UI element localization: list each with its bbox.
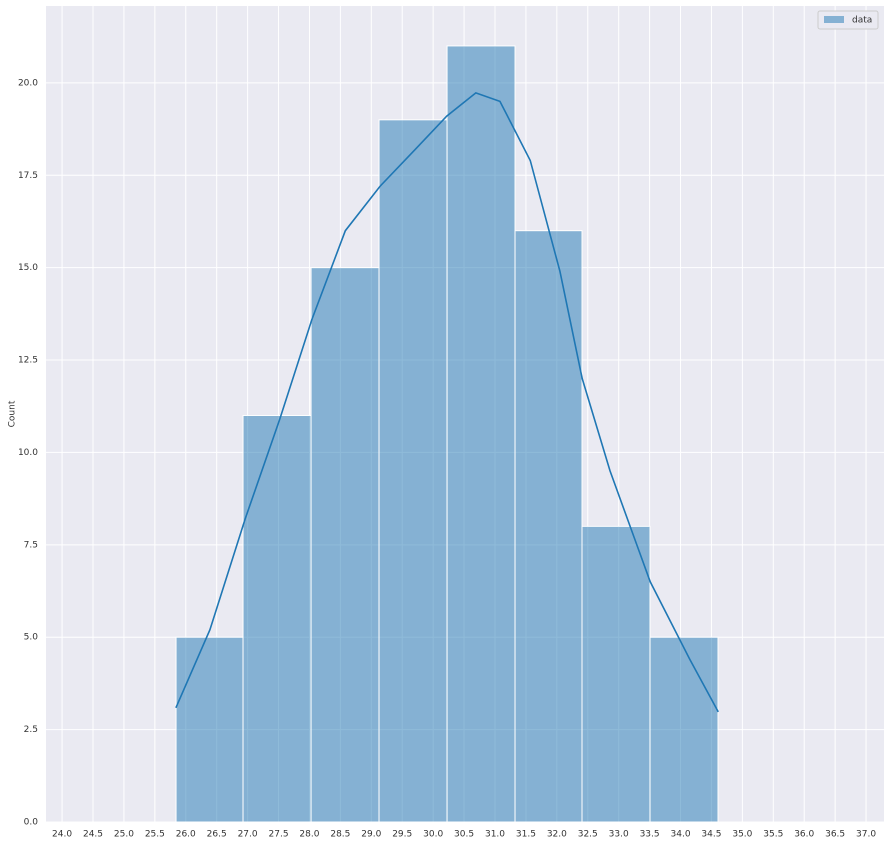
x-tick-label: 25.0 xyxy=(114,830,134,840)
kde-line xyxy=(175,91,719,713)
legend-label: data xyxy=(852,16,872,26)
x-tick-label: 36.5 xyxy=(825,830,845,840)
x-tick-label: 31.0 xyxy=(485,830,505,840)
bar xyxy=(242,414,312,823)
x-tick-label: 26.5 xyxy=(207,830,227,840)
x-tick-label: 32.5 xyxy=(578,830,598,840)
x-tick-label: 34.5 xyxy=(701,830,721,840)
y-tick-label: 15.0 xyxy=(18,263,38,273)
y-tick-label: 7.5 xyxy=(24,540,38,550)
bar xyxy=(378,119,448,823)
y-tick-label: 12.5 xyxy=(18,356,38,366)
x-tick-label: 29.5 xyxy=(392,830,412,840)
y-tick-label: 5.0 xyxy=(24,633,39,643)
y-tick-label: 0.0 xyxy=(24,818,39,828)
legend-box xyxy=(817,10,879,30)
x-tick-label: 33.0 xyxy=(609,830,629,840)
x-tick-label: 30.5 xyxy=(454,830,474,840)
legend-swatch xyxy=(824,16,844,23)
x-tick-label: 28.0 xyxy=(299,830,319,840)
x-tick-label: 37.0 xyxy=(856,830,876,840)
y-tick-label: 17.5 xyxy=(18,171,38,181)
x-tick-label: 35.5 xyxy=(763,830,783,840)
x-tick-label: 36.0 xyxy=(794,830,814,840)
bar xyxy=(581,525,651,823)
x-tick-label: 35.0 xyxy=(732,830,752,840)
x-tick-label: 33.5 xyxy=(640,830,660,840)
y-tick-label: 2.5 xyxy=(24,725,38,735)
x-tick-label: 26.0 xyxy=(176,830,196,840)
x-tick-label: 30.0 xyxy=(423,830,443,840)
x-tick-label: 34.0 xyxy=(671,830,691,840)
x-tick-label: 27.5 xyxy=(269,830,289,840)
y-tick-label: 20.0 xyxy=(18,78,38,88)
x-tick-label: 28.5 xyxy=(330,830,350,840)
y-tick-label: 10.0 xyxy=(18,448,38,458)
bar xyxy=(310,267,380,823)
x-tick-label: 31.5 xyxy=(516,830,536,840)
y-axis-label: Count xyxy=(8,400,18,427)
x-tick-label: 25.5 xyxy=(145,830,165,840)
x-tick-label: 29.0 xyxy=(361,830,381,840)
bar xyxy=(649,636,719,823)
bar xyxy=(514,230,583,823)
bar xyxy=(175,636,244,823)
x-tick-label: 27.0 xyxy=(238,830,258,840)
x-tick-label: 24.5 xyxy=(83,830,103,840)
x-tick-label: 32.0 xyxy=(547,830,567,840)
bar xyxy=(446,45,516,823)
x-tick-label: 24.0 xyxy=(52,830,72,840)
